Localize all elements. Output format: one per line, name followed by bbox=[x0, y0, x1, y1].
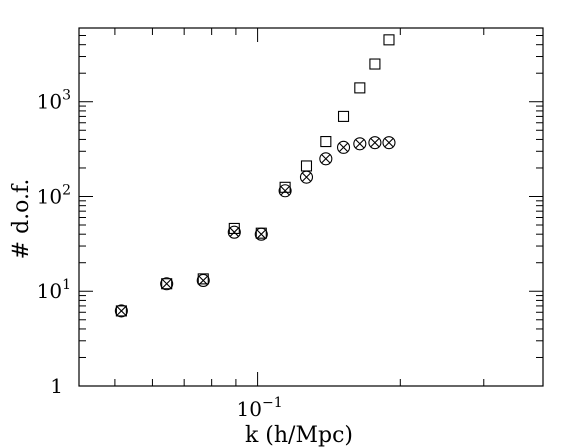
square-marker bbox=[197, 273, 209, 285]
circle-cross-marker bbox=[336, 140, 351, 154]
circle-cross-marker-ring bbox=[382, 136, 396, 150]
circle-cross-marker-stroke bbox=[116, 306, 127, 316]
square-marker bbox=[369, 58, 381, 70]
circle-cross-marker bbox=[319, 152, 333, 166]
circle-cross-marker-stroke bbox=[384, 138, 394, 148]
square-marker bbox=[383, 34, 395, 46]
square-marker bbox=[300, 160, 313, 172]
tick-labels: 1 101 102 103 10−1 bbox=[37, 88, 283, 421]
y-tick-label: 1 bbox=[50, 374, 63, 398]
circle-cross-marker-stroke bbox=[338, 142, 349, 152]
circle-cross-marker-stroke bbox=[370, 138, 380, 148]
circle-cross-marker bbox=[227, 225, 241, 239]
circle-cross-marker-stroke bbox=[162, 279, 172, 289]
y-tick-label: 101 bbox=[37, 277, 71, 303]
data-markers bbox=[114, 34, 396, 318]
circle-cross-marker bbox=[254, 227, 268, 241]
circle-cross-marker-stroke bbox=[355, 139, 365, 149]
circle-cross-marker bbox=[114, 304, 128, 318]
circle-cross-marker-ring bbox=[114, 304, 128, 318]
y-tick-label: 102 bbox=[37, 182, 71, 208]
circle-cross-marker-stroke bbox=[256, 229, 266, 239]
circle-cross-marker-stroke bbox=[229, 227, 239, 237]
x-tick-label: 10−1 bbox=[237, 395, 283, 421]
circle-cross-marker-ring bbox=[368, 136, 382, 150]
circle-cross-marker-ring bbox=[160, 277, 174, 291]
x-axis-label: k (h/Mpc) bbox=[245, 423, 353, 448]
circle-cross-marker-stroke bbox=[301, 172, 312, 182]
circle-cross-marker-stroke bbox=[321, 154, 331, 164]
square-marker bbox=[320, 136, 332, 148]
square-marker bbox=[337, 110, 350, 122]
circle-cross-marker bbox=[196, 273, 210, 287]
circle-cross-marker-ring bbox=[353, 137, 367, 151]
circle-cross-marker-ring bbox=[196, 273, 210, 287]
y-axis-label: # d.o.f. bbox=[9, 179, 34, 260]
square-marker bbox=[354, 82, 366, 94]
circle-cross-marker-ring bbox=[227, 225, 241, 239]
circle-cross-marker bbox=[278, 184, 292, 198]
circle-cross-marker-stroke bbox=[280, 186, 290, 196]
circle-cross-marker-ring bbox=[299, 170, 314, 184]
circle-cross-marker bbox=[299, 170, 314, 184]
square-marker bbox=[115, 305, 127, 317]
circle-cross-marker-ring bbox=[319, 152, 333, 166]
square-marker bbox=[161, 278, 173, 290]
circle-cross-marker-ring bbox=[254, 227, 268, 241]
circle-cross-marker bbox=[160, 277, 174, 291]
circle-cross-marker-ring bbox=[278, 184, 292, 198]
circle-cross-marker bbox=[382, 136, 396, 150]
circle-cross-marker-ring bbox=[336, 140, 351, 154]
axis-ticks bbox=[79, 27, 544, 387]
y-tick-label: 103 bbox=[37, 88, 71, 114]
circle-cross-marker-stroke bbox=[198, 275, 208, 286]
circle-cross-marker bbox=[368, 136, 382, 150]
plot-frame bbox=[78, 27, 544, 387]
circle-cross-marker bbox=[353, 137, 367, 151]
